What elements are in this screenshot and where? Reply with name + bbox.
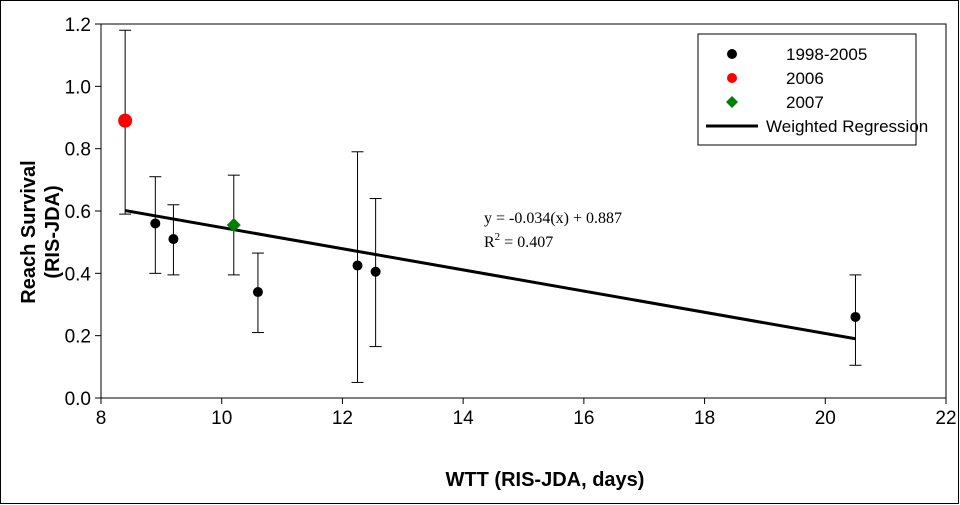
data-point-series-0-point-1 — [168, 234, 179, 245]
data-point-series-0-point-2 — [252, 287, 263, 298]
legend-label-2007: 2007 — [786, 93, 824, 112]
x-tick-label-14: 14 — [453, 408, 475, 429]
legend-item-2006: 2006 — [727, 69, 824, 88]
x-axis: 8 10 12 14 16 18 20 22 — [96, 398, 957, 429]
legend-item-2007: 2007 — [726, 93, 824, 112]
legend-marker-1998-2005 — [727, 49, 737, 59]
data-point-series-0-point-3 — [352, 260, 363, 271]
x-tick-label-16: 16 — [573, 408, 594, 429]
x-axis-title: WTT (RIS-JDA, days) — [446, 469, 645, 491]
x-tick-label-22: 22 — [935, 408, 956, 429]
legend-label-1998-2005: 1998-2005 — [786, 45, 867, 64]
legend-item-1998-2005: 1998-2005 — [727, 45, 867, 64]
data-point-series-1-point-0 — [118, 113, 133, 128]
y-tick-label-1.0: 1.0 — [65, 77, 91, 98]
y-tick-label-1.2: 1.2 — [65, 15, 91, 36]
x-tick-label-12: 12 — [332, 408, 353, 429]
data-point-series-0-point-0 — [150, 218, 161, 229]
r-squared-superscript: 2 — [495, 231, 501, 243]
legend-marker-2007 — [726, 96, 738, 108]
r-squared: R2 = 0.407 — [484, 231, 553, 251]
point-layer — [118, 113, 861, 322]
legend-label-2006: 2006 — [786, 69, 824, 88]
legend: 1998-2005 2006 2007 Weighted Regression — [697, 33, 928, 146]
y-tick-label-0.8: 0.8 — [65, 140, 91, 161]
legend-item-regression: Weighted Regression — [706, 117, 928, 136]
regression-line — [124, 209, 856, 341]
y-tick-label-0.0: 0.0 — [65, 389, 91, 410]
regression-equation: y = -0.034(x) + 0.887 — [484, 210, 622, 227]
data-point-series-0-point-4 — [370, 266, 381, 277]
x-tick-label-20: 20 — [815, 408, 836, 429]
y-axis: 0.0 0.2 0.4 0.6 0.8 1.0 1.2 — [65, 15, 101, 410]
legend-marker-2006 — [727, 73, 737, 83]
y-axis-title-line-2: (RIS-JDA) — [42, 185, 64, 278]
x-tick-label-10: 10 — [211, 408, 232, 429]
data-point-series-0-point-5 — [850, 311, 861, 322]
y-axis-title: Reach Survival (RIS-JDA) — [18, 160, 64, 303]
y-axis-title-line-1: Reach Survival — [18, 160, 40, 303]
legend-label-regression: Weighted Regression — [766, 117, 928, 136]
x-tick-label-18: 18 — [694, 408, 715, 429]
y-tick-label-0.6: 0.6 — [65, 202, 91, 223]
x-tick-label-8: 8 — [96, 408, 107, 429]
y-tick-label-0.4: 0.4 — [65, 264, 92, 285]
r-squared-value: = 0.407 — [500, 234, 553, 251]
r-squared-prefix: R — [484, 234, 495, 251]
regression-layer — [124, 209, 856, 341]
y-tick-label-0.2: 0.2 — [65, 327, 91, 348]
data-point-series-2-point-0 — [226, 218, 241, 233]
